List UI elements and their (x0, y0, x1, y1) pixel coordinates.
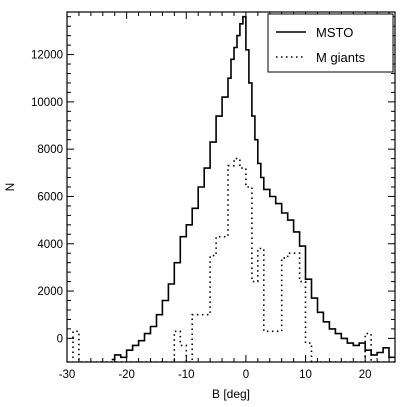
series-layer (67, 15, 395, 362)
legend: MSTO M giants (267, 13, 394, 73)
legend-label-msto: MSTO (316, 25, 353, 40)
x-tick-label: 10 (299, 369, 312, 381)
y-axis-label: N (3, 183, 17, 192)
series-line-msto (111, 15, 395, 361)
x-tick-label: -10 (178, 369, 195, 381)
y-tick-label: 8000 (37, 144, 63, 156)
y-tick-label: 6000 (37, 191, 63, 203)
x-tick-label: 0 (243, 369, 249, 381)
y-tick-label: 2000 (37, 286, 63, 298)
tick-layer: -30 -20 -10 0 10 20 0 2000 4000 6000 8000 10000 1200… (31, 12, 395, 381)
legend-box (267, 13, 394, 73)
y-tick-label: 0 (57, 333, 63, 345)
x-axis-label: B [deg] (212, 387, 250, 401)
series-line-m-giants (67, 157, 395, 362)
x-tick-label: 20 (359, 369, 372, 381)
y-tick-label: 10000 (31, 97, 63, 109)
x-tick-label: -30 (59, 369, 76, 381)
y-tick-label: 12000 (31, 50, 63, 62)
y-tick-label: 4000 (37, 239, 63, 251)
legend-label-m-giants: M giants (316, 50, 366, 65)
x-tick-label: -20 (118, 369, 135, 381)
